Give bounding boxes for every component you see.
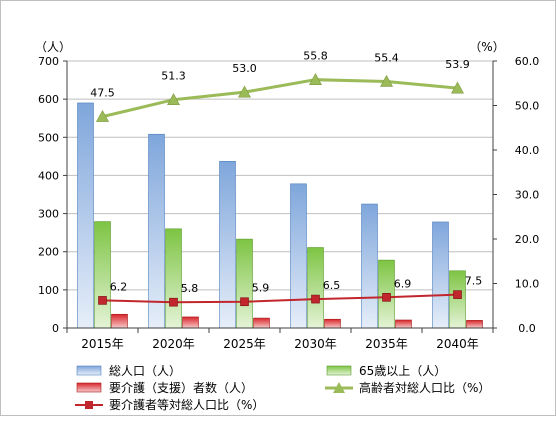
- bar-age-65-plus: [165, 228, 182, 329]
- bar-care-recipients: [466, 320, 483, 329]
- right-axis-tick-label: 30.0: [515, 189, 540, 202]
- data-labels: 47.5 51.3 53.0 55.8 55.4 53.9 6.2 5.8 5.9 6.5 6.9 7…: [90, 50, 482, 296]
- legend-care-ratio-swatch-marker: [85, 401, 93, 409]
- bars: [77, 102, 483, 329]
- x-axis-category-label: 2040年: [436, 337, 479, 351]
- left-axis-tick-label: 500: [38, 131, 59, 144]
- x-axis-category-label: 2025年: [223, 337, 266, 351]
- left-axis-tick-label: 700: [38, 55, 59, 68]
- left-axis-unit: （人）: [35, 40, 71, 54]
- line-elderly-ratio: [102, 78, 458, 119]
- lines: [95, 73, 465, 307]
- legend-age-65-plus-label: 65歳以上（人）: [359, 364, 446, 378]
- x-axis-category-label: 2020年: [152, 337, 195, 351]
- marker-elderly-ratio: [308, 73, 323, 85]
- bar-total-population: [219, 161, 236, 329]
- axes: 0 100 200 300 400 500 600 700 0.0 10.0 20.0 30.0 40.…: [35, 40, 539, 351]
- legend-care-ratio-label: 要介護者等対総人口比（%）: [109, 397, 264, 412]
- line-care-ratio: [102, 293, 458, 304]
- data-label-care-ratio: 5.8: [181, 282, 199, 295]
- right-axis-tick-label: 60.0: [515, 55, 540, 68]
- marker-elderly-ratio: [450, 81, 465, 94]
- legend-care-recipients-swatch: [76, 382, 102, 393]
- right-axis-tick-label: 20.0: [515, 233, 540, 246]
- legend-total-population-label: 総人口（人）: [109, 364, 181, 378]
- bar-care-recipients: [182, 316, 199, 329]
- left-axis-tick-label: 100: [38, 284, 59, 297]
- left-axis-tick-label: 600: [38, 93, 59, 106]
- marker-care-ratio: [98, 296, 107, 305]
- bar-care-recipients: [253, 317, 270, 329]
- bar-total-population: [432, 221, 449, 329]
- legend: 総人口（人） 65歳以上（人） 要介護（支援）者数（人） 高齢者対総人口比（%） 要介護…: [75, 364, 490, 412]
- marker-care-ratio: [311, 294, 320, 304]
- bar-age-65-plus: [236, 238, 253, 329]
- marker-elderly-ratio: [237, 85, 252, 98]
- data-label-care-ratio: 7.5: [465, 275, 483, 288]
- right-axis-tick-label: 40.0: [515, 144, 540, 157]
- bar-total-population: [361, 203, 378, 329]
- right-axis-tick-label: 0.0: [518, 322, 536, 335]
- marker-elderly-ratio: [95, 109, 110, 122]
- bar-age-65-plus: [307, 247, 324, 329]
- legend-total-population-swatch: [76, 365, 102, 376]
- gridlines: [67, 60, 493, 291]
- left-axis-tick-label: 400: [38, 169, 59, 182]
- bar-total-population: [148, 133, 165, 329]
- marker-care-ratio: [240, 297, 249, 307]
- data-label-care-ratio: 5.9: [252, 282, 270, 295]
- x-axis-category-label: 2015年: [81, 337, 124, 351]
- legend-care-recipients-label: 要介護（支援）者数（人）: [109, 380, 253, 395]
- legend-age-65-plus-swatch: [326, 365, 352, 376]
- legend-elderly-ratio-swatch-marker: [333, 382, 345, 393]
- bar-care-recipients: [395, 319, 412, 329]
- bar-total-population: [290, 183, 307, 329]
- right-axis-tick-label: 50.0: [515, 100, 540, 113]
- left-axis-tick-label: 200: [38, 246, 59, 259]
- marker-care-ratio: [382, 292, 391, 302]
- marker-elderly-ratio: [379, 74, 394, 87]
- data-label-care-ratio: 6.2: [110, 280, 128, 293]
- data-label-elderly-ratio: 47.5: [90, 87, 115, 100]
- data-label-elderly-ratio: 55.4: [374, 51, 399, 64]
- data-label-elderly-ratio: 53.0: [232, 62, 257, 75]
- marker-care-ratio: [453, 290, 462, 299]
- bar-age-65-plus: [449, 270, 466, 329]
- left-axis-tick-label: 0: [52, 322, 59, 335]
- marker-care-ratio: [169, 297, 178, 307]
- bar-care-recipients: [111, 313, 128, 329]
- data-label-elderly-ratio: 53.9: [445, 58, 470, 71]
- x-axis-category-label: 2035年: [365, 337, 408, 351]
- data-label-care-ratio: 6.5: [323, 279, 341, 292]
- right-axis-unit: （%）: [469, 40, 504, 54]
- left-axis-tick-label: 300: [38, 208, 59, 221]
- legend-elderly-ratio-label: 高齢者対総人口比（%）: [359, 380, 490, 395]
- data-label-elderly-ratio: 51.3: [161, 70, 186, 83]
- x-axis-category-label: 2030年: [294, 337, 337, 351]
- bar-care-recipients: [324, 318, 341, 329]
- data-label-elderly-ratio: 55.8: [303, 50, 328, 63]
- right-axis-tick-label: 10.0: [515, 278, 540, 291]
- data-label-care-ratio: 6.9: [394, 277, 412, 290]
- bar-total-population: [77, 102, 94, 329]
- bar-age-65-plus: [94, 221, 111, 329]
- marker-elderly-ratio: [166, 93, 181, 106]
